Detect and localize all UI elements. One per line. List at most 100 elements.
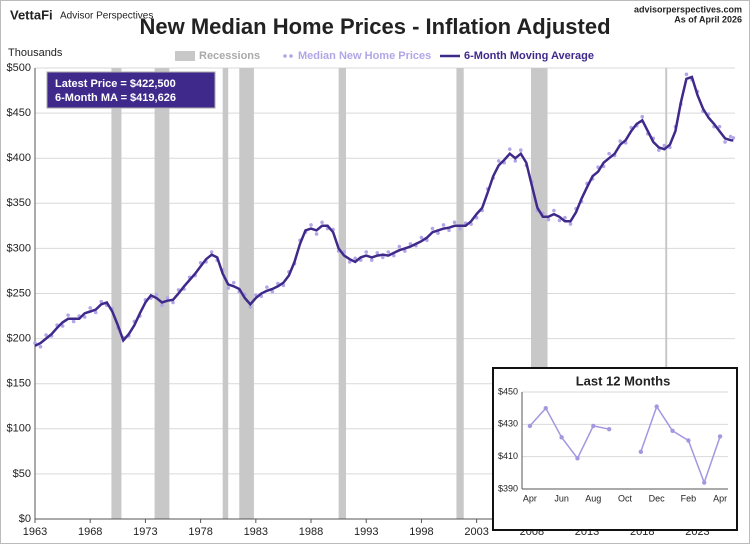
y-tick-label: $430 xyxy=(498,419,518,429)
data-point xyxy=(607,151,611,156)
x-tick-label: Apr xyxy=(523,493,537,503)
y-tick-label: $390 xyxy=(498,483,518,493)
legend-swatch xyxy=(289,54,293,58)
data-point xyxy=(458,226,462,231)
data-point xyxy=(226,286,231,290)
y-unit-label: Thousands xyxy=(8,47,63,59)
recession-band xyxy=(111,68,122,519)
recession-band xyxy=(456,68,464,519)
x-tick-label: 1993 xyxy=(354,526,378,538)
data-point xyxy=(527,423,533,429)
y-tick-label: $400 xyxy=(7,152,31,164)
data-point xyxy=(513,159,518,163)
info-box xyxy=(46,71,216,109)
data-point xyxy=(38,344,43,349)
data-point xyxy=(71,319,76,324)
data-point xyxy=(386,250,391,254)
brand-sub: Advisor Perspectives xyxy=(60,11,153,22)
data-point xyxy=(441,223,446,227)
data-point xyxy=(154,292,159,297)
data-point xyxy=(165,296,170,300)
y-tick-label: $0 xyxy=(19,513,31,525)
x-tick-label: 1973 xyxy=(133,526,157,538)
series-line xyxy=(34,75,734,347)
data-point xyxy=(93,310,98,315)
y-tick-label: $450 xyxy=(498,386,518,396)
data-point xyxy=(638,449,644,455)
recession-band xyxy=(154,68,170,519)
inset-plot: $390 $410 $430 $450 Apr Jun Aug Oct Dec Feb Apr xyxy=(498,386,728,503)
x-tick-label: 1988 xyxy=(299,526,323,538)
data-point xyxy=(436,231,440,235)
x-tick-label: Jun xyxy=(554,493,569,503)
data-point xyxy=(364,250,369,254)
y-tick-label: $150 xyxy=(7,378,31,390)
data-point xyxy=(270,289,275,294)
y-tick-label: $300 xyxy=(7,242,31,254)
data-point xyxy=(60,324,65,328)
x-tick-label: Feb xyxy=(681,493,697,503)
data-point xyxy=(369,258,374,262)
data-point xyxy=(397,244,402,249)
data-point xyxy=(686,438,691,443)
legend-swatch xyxy=(175,51,195,61)
x-tick-label: Apr xyxy=(713,493,727,503)
data-point xyxy=(231,280,236,285)
chart-title: New Median Home Prices - Inflation Adjus… xyxy=(139,14,610,39)
data-point xyxy=(430,226,435,231)
data-point xyxy=(507,147,512,151)
inset-frame xyxy=(492,367,738,531)
data-point xyxy=(731,136,736,140)
data-point xyxy=(606,426,612,432)
data-point xyxy=(380,255,385,260)
data-point xyxy=(702,480,707,485)
data-point xyxy=(640,114,645,119)
recession-band xyxy=(338,68,347,519)
data-point xyxy=(670,428,675,433)
data-point xyxy=(559,435,564,440)
source: advisorperspectives.com xyxy=(634,4,742,14)
data-point xyxy=(452,220,457,225)
data-point xyxy=(657,148,661,152)
y-tick-label: $250 xyxy=(7,287,31,299)
data-point xyxy=(209,250,214,254)
data-point xyxy=(353,256,357,261)
data-point xyxy=(654,404,659,409)
recession-band xyxy=(665,68,668,519)
data-point xyxy=(496,159,501,163)
data-point xyxy=(575,456,580,461)
data-point xyxy=(447,228,451,233)
date-note: As of April 2026 xyxy=(674,14,742,24)
y-tick-label: $500 xyxy=(7,62,31,74)
y-tick-label: $200 xyxy=(7,333,31,345)
recession-band xyxy=(239,68,254,519)
data-point xyxy=(717,124,722,129)
y-tick-label: $450 xyxy=(7,107,31,119)
brand: VettaFi xyxy=(10,7,53,22)
x-tick-label: 1983 xyxy=(244,526,268,538)
data-point xyxy=(160,303,164,308)
x-tick-label: 2003 xyxy=(464,526,488,538)
x-tick-label: 1998 xyxy=(409,526,433,538)
data-point xyxy=(662,143,667,148)
y-tick-label: $410 xyxy=(498,451,518,461)
data-point xyxy=(88,306,93,310)
data-point xyxy=(309,223,313,227)
data-point xyxy=(723,140,727,144)
data-point xyxy=(568,222,573,226)
data-point xyxy=(44,333,48,337)
data-point xyxy=(552,208,556,213)
y-tick-label: $350 xyxy=(7,197,31,209)
x-tick-label: Aug xyxy=(585,493,601,503)
data-point xyxy=(248,305,253,309)
data-point xyxy=(66,313,70,317)
data-point xyxy=(563,215,567,220)
x-tick-label: 1968 xyxy=(78,526,102,538)
data-point xyxy=(519,148,523,152)
data-point xyxy=(684,72,689,77)
x-tick-label: Dec xyxy=(649,493,666,503)
x-tick-label: Oct xyxy=(618,493,633,503)
data-point xyxy=(375,251,380,255)
data-point xyxy=(717,434,723,439)
